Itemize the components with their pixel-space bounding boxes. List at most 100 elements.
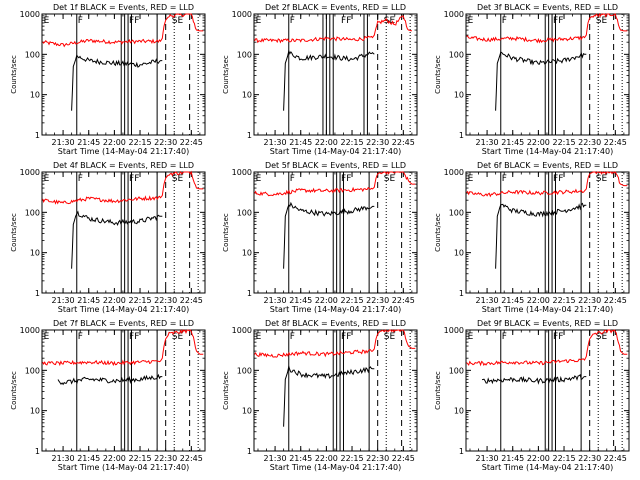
x-tick-label: 22:45 [180, 138, 203, 147]
plot-frame [253, 329, 418, 452]
flag-label: FF [129, 16, 139, 26]
x-tick-label: 22:30 [578, 138, 601, 147]
flag-label: E [468, 332, 474, 342]
y-tick-label: 1 [35, 131, 40, 140]
y-tick-label: 10 [454, 407, 464, 416]
flag-label: SE [172, 16, 184, 26]
x-tick-label: 21:45 [289, 454, 312, 463]
x-tick-label: 22:15 [128, 454, 151, 463]
flag-label: E [256, 174, 262, 184]
plot-frame [253, 171, 418, 294]
y-tick-label: 100 [25, 208, 40, 217]
flag-label: F [502, 174, 507, 184]
events-series-line [495, 202, 587, 269]
x-axis-label: Start Time (14-May-04 21:17:40) [270, 463, 401, 472]
flag-label: SE [596, 332, 608, 342]
plot-frame [41, 329, 206, 452]
x-tick-label: 21:45 [77, 296, 100, 305]
y-tick-label: 1000 [232, 10, 252, 19]
y-axis-label: Counts/sec [434, 371, 442, 410]
y-tick-label: 1 [247, 447, 252, 456]
lld-series-line [466, 171, 628, 198]
y-tick-label: 1000 [20, 168, 40, 177]
y-tick-label: 100 [237, 208, 252, 217]
events-series-line [283, 201, 375, 269]
panel-2: Det 2f BLACK = Events, RED = LLD 1 10 100 10… [222, 3, 418, 156]
panel-title: Det 5f BLACK = Events, RED = LLD [265, 161, 406, 170]
flag-label: E [44, 174, 50, 184]
y-axis-label: Counts/sec [222, 213, 230, 252]
x-tick-label: 22:45 [392, 454, 415, 463]
flag-label: SE [596, 174, 608, 184]
x-tick-label: 21:30 [264, 138, 287, 147]
flag-label: SE [384, 174, 396, 184]
panel-4: Det 4f BLACK = Events, RED = LLD 1 10 100 10… [10, 161, 206, 314]
events-series-line [283, 49, 375, 111]
y-tick-label: 10 [30, 249, 40, 258]
panel-8: Det 8f BLACK = Events, RED = LLD 1 10 100 10… [222, 319, 418, 472]
events-series-line [481, 374, 587, 385]
plot-frame [465, 329, 630, 452]
x-tick-label: 22:30 [366, 138, 389, 147]
events-series-line [71, 54, 163, 111]
flag-label: F [502, 332, 507, 342]
flag-label: F [290, 174, 295, 184]
panel-1: Det 1f BLACK = Events, RED = LLD 1 10 100 10… [10, 3, 206, 156]
x-axis-label: Start Time (14-May-04 21:17:40) [482, 463, 613, 472]
y-tick-label: 1 [35, 447, 40, 456]
y-axis-label: Counts/sec [222, 371, 230, 410]
y-tick-label: 1000 [232, 168, 252, 177]
x-tick-label: 22:15 [340, 296, 363, 305]
x-tick-label: 21:45 [289, 138, 312, 147]
x-tick-label: 22:00 [103, 138, 126, 147]
flag-label: SE [596, 16, 608, 26]
x-axis-label: Start Time (14-May-04 21:17:40) [482, 147, 613, 156]
y-axis-label: Counts/sec [434, 213, 442, 252]
flag-label: F [290, 332, 295, 342]
flag-label: F [502, 16, 507, 26]
x-tick-label: 22:15 [552, 454, 575, 463]
panel-3: Det 3f BLACK = Events, RED = LLD 1 10 100 10… [434, 3, 630, 156]
x-tick-label: 21:45 [77, 454, 100, 463]
x-tick-label: 22:45 [180, 454, 203, 463]
x-axis-label: Start Time (14-May-04 21:17:40) [270, 147, 401, 156]
lld-series-line [254, 329, 416, 358]
flag-label: FF [341, 332, 351, 342]
x-tick-label: 22:30 [578, 454, 601, 463]
x-tick-label: 21:45 [501, 454, 524, 463]
x-tick-label: 21:45 [77, 138, 100, 147]
flag-label: F [78, 174, 83, 184]
y-tick-label: 10 [242, 249, 252, 258]
x-tick-label: 22:45 [604, 296, 627, 305]
x-tick-label: 21:30 [264, 296, 287, 305]
flag-label: FF [553, 174, 563, 184]
x-tick-label: 22:45 [392, 296, 415, 305]
flag-label: SE [172, 332, 184, 342]
x-tick-label: 22:00 [103, 296, 126, 305]
x-tick-label: 22:00 [527, 296, 550, 305]
panel-title: Det 2f BLACK = Events, RED = LLD [265, 3, 406, 12]
flag-label: E [468, 16, 474, 26]
x-tick-label: 22:00 [527, 454, 550, 463]
x-tick-label: 21:45 [501, 138, 524, 147]
flag-label: FF [341, 174, 351, 184]
x-tick-label: 22:30 [366, 296, 389, 305]
panel-title: Det 8f BLACK = Events, RED = LLD [265, 319, 406, 328]
y-tick-label: 1000 [444, 168, 464, 177]
plot-frame [465, 13, 630, 136]
x-tick-label: 22:15 [128, 138, 151, 147]
y-tick-label: 1000 [20, 326, 40, 335]
y-tick-label: 100 [25, 50, 40, 59]
x-tick-label: 21:30 [52, 296, 75, 305]
x-axis-label: Start Time (14-May-04 21:17:40) [482, 305, 613, 314]
lld-series-line [42, 329, 204, 367]
x-tick-label: 22:15 [128, 296, 151, 305]
y-tick-label: 1 [247, 131, 252, 140]
x-tick-label: 22:00 [315, 138, 338, 147]
y-tick-label: 10 [454, 91, 464, 100]
x-tick-label: 22:00 [527, 138, 550, 147]
panel-title: Det 7f BLACK = Events, RED = LLD [53, 319, 194, 328]
y-axis-label: Counts/sec [10, 55, 18, 94]
x-tick-label: 22:30 [154, 454, 177, 463]
